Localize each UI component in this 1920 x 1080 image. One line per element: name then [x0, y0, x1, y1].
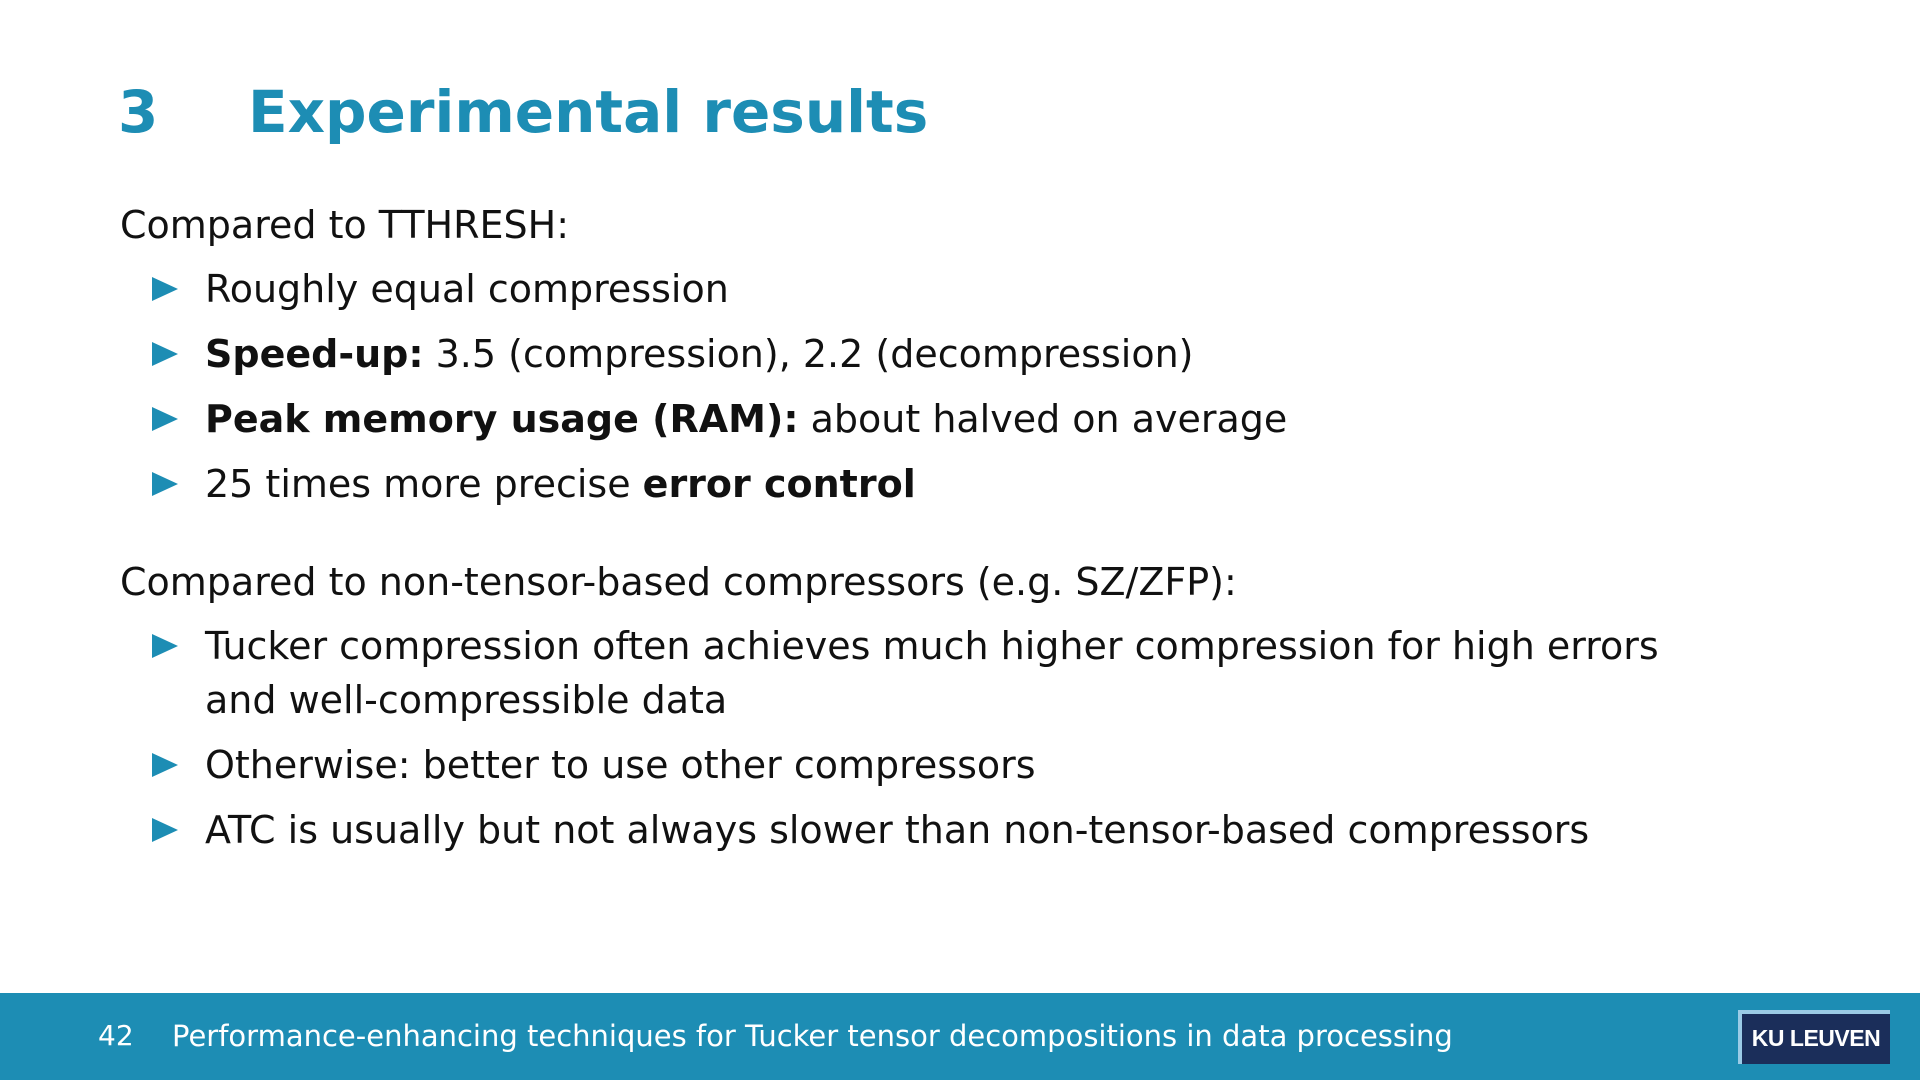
list-item: Peak memory usage (RAM): about halved on… — [120, 392, 1740, 446]
triangle-bullet-icon — [152, 407, 178, 431]
triangle-bullet-icon — [152, 818, 178, 842]
item-text: ATC is usually but not always slower tha… — [205, 808, 1590, 852]
triangle-bullet-icon — [152, 634, 178, 658]
bullet-list: Roughly equal compression Speed-up: 3.5 … — [120, 262, 1740, 511]
list-item: Otherwise: better to use other compresso… — [120, 738, 1740, 792]
triangle-bullet-icon — [152, 472, 178, 496]
list-item: Roughly equal compression — [120, 262, 1740, 316]
section-title-text: Experimental results — [248, 78, 929, 146]
item-text: Otherwise: better to use other compresso… — [205, 743, 1036, 787]
footer-title: Performance-enhancing techniques for Tuc… — [172, 1019, 1453, 1053]
item-bold-label: error control — [642, 462, 916, 506]
footer-bar: 42 Performance-enhancing techniques for … — [0, 993, 1920, 1080]
item-text: Tucker compression often achieves much h… — [205, 624, 1659, 722]
bullet-list: Tucker compression often achieves much h… — [120, 619, 1740, 857]
list-item: Speed-up: 3.5 (compression), 2.2 (decomp… — [120, 327, 1740, 381]
ku-leuven-logo: KU LEUVEN — [1738, 1010, 1890, 1064]
list-item: 25 times more precise error control — [120, 457, 1740, 511]
item-text: 25 times more precise — [205, 462, 643, 506]
item-bold-label: Speed-up: — [205, 332, 424, 376]
section-tthresh: Compared to TTHRESH: Roughly equal compr… — [120, 198, 1740, 511]
item-text: 3.5 (compression), 2.2 (decompression) — [423, 332, 1194, 376]
section-number: 3 — [118, 78, 159, 146]
item-bold-label: Peak memory usage (RAM): — [205, 397, 799, 441]
triangle-bullet-icon — [152, 342, 178, 366]
slide-title: 3 Experimental results — [118, 78, 928, 146]
section-non-tensor: Compared to non-tensor-based compressors… — [120, 555, 1740, 857]
list-item: ATC is usually but not always slower tha… — [120, 803, 1740, 857]
list-item: Tucker compression often achieves much h… — [120, 619, 1740, 727]
slide-content: Compared to TTHRESH: Roughly equal compr… — [120, 198, 1740, 868]
triangle-bullet-icon — [152, 277, 178, 301]
section-heading: Compared to non-tensor-based compressors… — [120, 560, 1237, 604]
section-heading: Compared to TTHRESH: — [120, 203, 570, 247]
item-text: about halved on average — [798, 397, 1288, 441]
triangle-bullet-icon — [152, 753, 178, 777]
page-number: 42 — [98, 1019, 134, 1052]
item-text: Roughly equal compression — [205, 267, 729, 311]
